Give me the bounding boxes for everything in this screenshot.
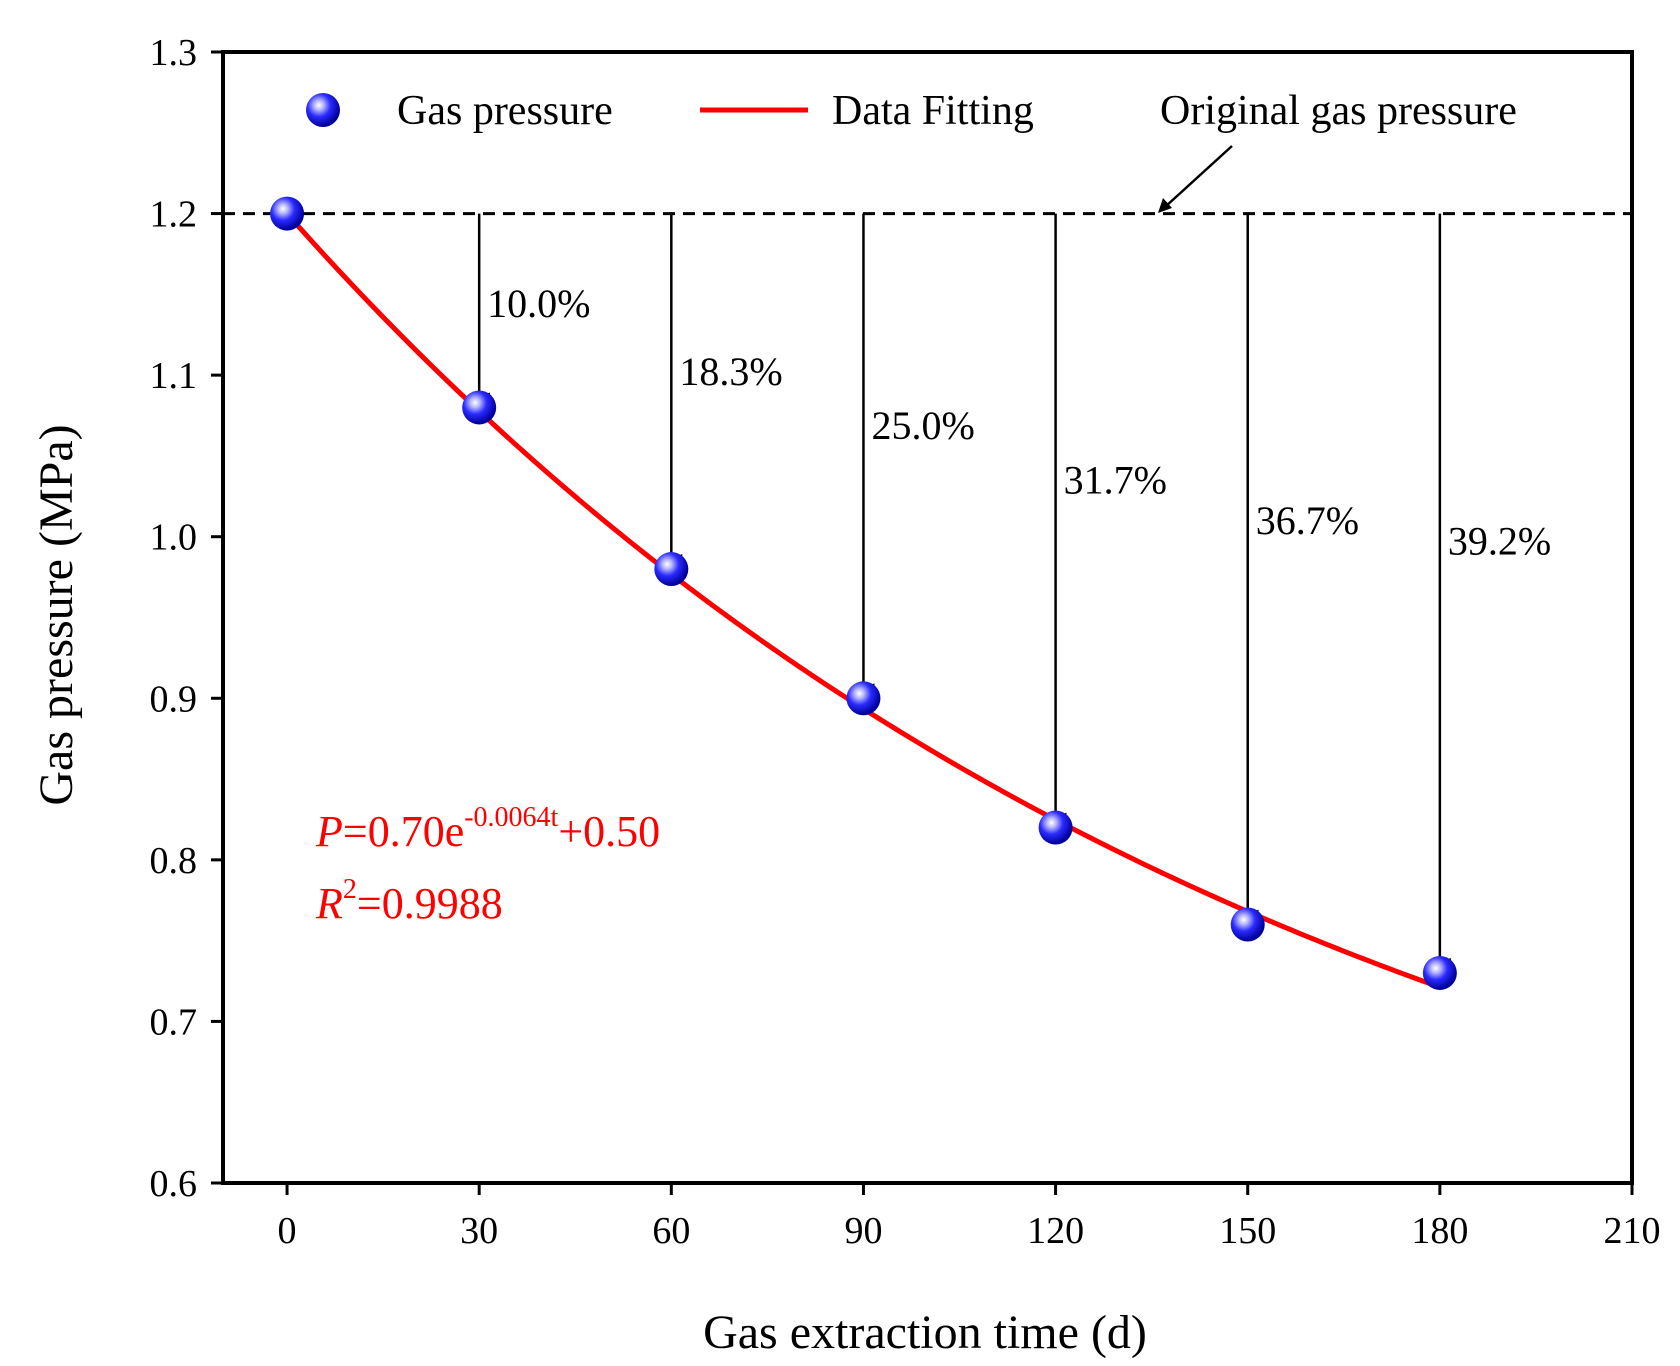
original-pressure-pointer-arrowhead bbox=[1158, 198, 1172, 213]
data-point bbox=[462, 390, 497, 425]
original-pressure-pointer-arrow bbox=[1164, 145, 1233, 208]
legend-gas-pressure-label: Gas pressure bbox=[397, 88, 613, 134]
y-tick-label: 0.7 bbox=[150, 1001, 198, 1043]
x-tick-label: 180 bbox=[1411, 1210, 1468, 1252]
data-points bbox=[270, 196, 1457, 990]
reduction-percent-label: 10.0% bbox=[487, 281, 590, 326]
x-tick-label: 150 bbox=[1219, 1210, 1276, 1252]
data-point bbox=[1230, 907, 1265, 942]
x-tick-label: 30 bbox=[460, 1210, 498, 1252]
x-tick-label: 90 bbox=[844, 1210, 882, 1252]
reduction-percent-label: 25.0% bbox=[871, 403, 974, 448]
x-tick-label: 0 bbox=[278, 1210, 297, 1252]
x-tick-label: 60 bbox=[652, 1210, 690, 1252]
x-tick-label: 210 bbox=[1604, 1210, 1661, 1252]
fit-equation-main: =0.70e bbox=[343, 807, 464, 856]
y-axis-title: Gas pressure (MPa) bbox=[30, 424, 83, 805]
y-tick-label: 1.3 bbox=[150, 32, 198, 74]
reduction-percent-label: 31.7% bbox=[1064, 457, 1167, 502]
fit-r2-value: =0.9988 bbox=[357, 879, 503, 928]
fit-equation-exponent: -0.0064t bbox=[464, 802, 558, 833]
data-point bbox=[1038, 810, 1073, 845]
fit-r2-var: R bbox=[315, 879, 343, 928]
axes: 0 30 60 90 120 150 180 210 0.6 0.7 0.8 0.9 1.0 1.1 1.2… bbox=[150, 32, 1661, 1252]
annotation-labels: 10.0% 18.3% 25.0% 31.7% 36.7% 39.2% bbox=[487, 281, 1551, 564]
y-tick-label: 0.8 bbox=[150, 840, 198, 882]
reduction-percent-label: 18.3% bbox=[679, 349, 782, 394]
fit-equation-line2: R2=0.9988 bbox=[315, 874, 503, 928]
data-point bbox=[654, 552, 689, 587]
reduction-arrows bbox=[477, 213, 1451, 968]
x-tick-label: 120 bbox=[1027, 1210, 1084, 1252]
y-tick-label: 0.9 bbox=[150, 678, 198, 720]
fit-equation-tail: +0.50 bbox=[558, 807, 660, 856]
data-point bbox=[1422, 955, 1457, 990]
reduction-percent-label: 39.2% bbox=[1448, 519, 1551, 564]
reduction-percent-label: 36.7% bbox=[1256, 498, 1359, 543]
legend-gas-pressure-marker bbox=[306, 93, 340, 127]
fit-equation: P=0.70e-0.0064t+0.50 R2=0.9988 bbox=[315, 802, 660, 928]
fit-r2-superscript: 2 bbox=[343, 874, 357, 905]
y-tick-label: 1.0 bbox=[150, 517, 198, 559]
data-point bbox=[270, 196, 305, 231]
legend: Gas pressure Data Fitting Original gas p… bbox=[306, 88, 1517, 213]
data-point bbox=[846, 681, 881, 716]
y-tick-label: 1.2 bbox=[150, 194, 198, 236]
legend-original-pressure-label: Original gas pressure bbox=[1160, 88, 1517, 134]
fit-equation-line1: P=0.70e-0.0064t+0.50 bbox=[315, 802, 660, 856]
fit-equation-var-p: P bbox=[315, 807, 343, 856]
y-tick-label: 1.1 bbox=[150, 355, 198, 397]
y-tick-label: 0.6 bbox=[150, 1163, 198, 1205]
x-axis-title: Gas extraction time (d) bbox=[703, 1306, 1147, 1359]
legend-data-fitting-label: Data Fitting bbox=[832, 88, 1034, 134]
plot-frame bbox=[221, 50, 1634, 1185]
